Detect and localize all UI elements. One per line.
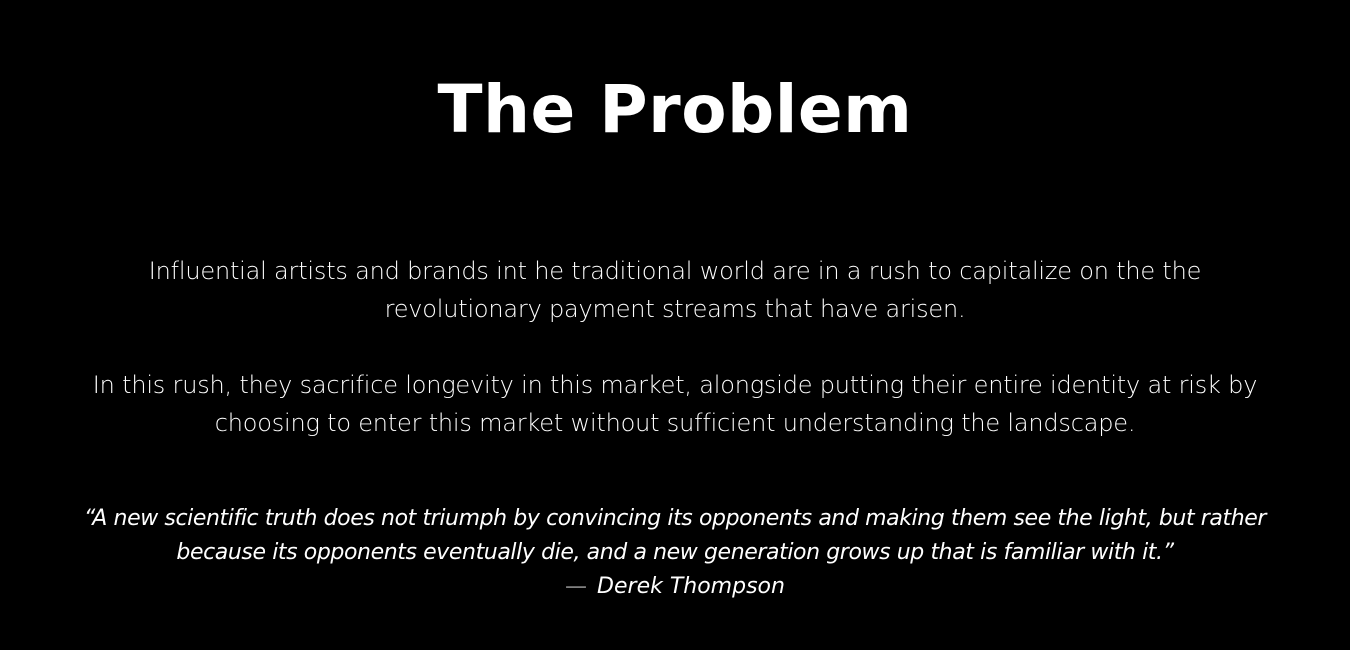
quote-text: “A new scientific truth does not triumph… <box>83 506 1267 565</box>
problem-paragraph-2: In this rush, they sacrifice longevity i… <box>92 371 1258 437</box>
quote-attribution: — Derek Thompson <box>0 570 1350 604</box>
quote-author: Derek Thompson <box>597 574 785 599</box>
slide-title: The Problem <box>437 71 913 148</box>
problem-paragraph-1: Influential artists and brands int he tr… <box>148 257 1202 323</box>
attribution-dash: — <box>565 574 588 599</box>
